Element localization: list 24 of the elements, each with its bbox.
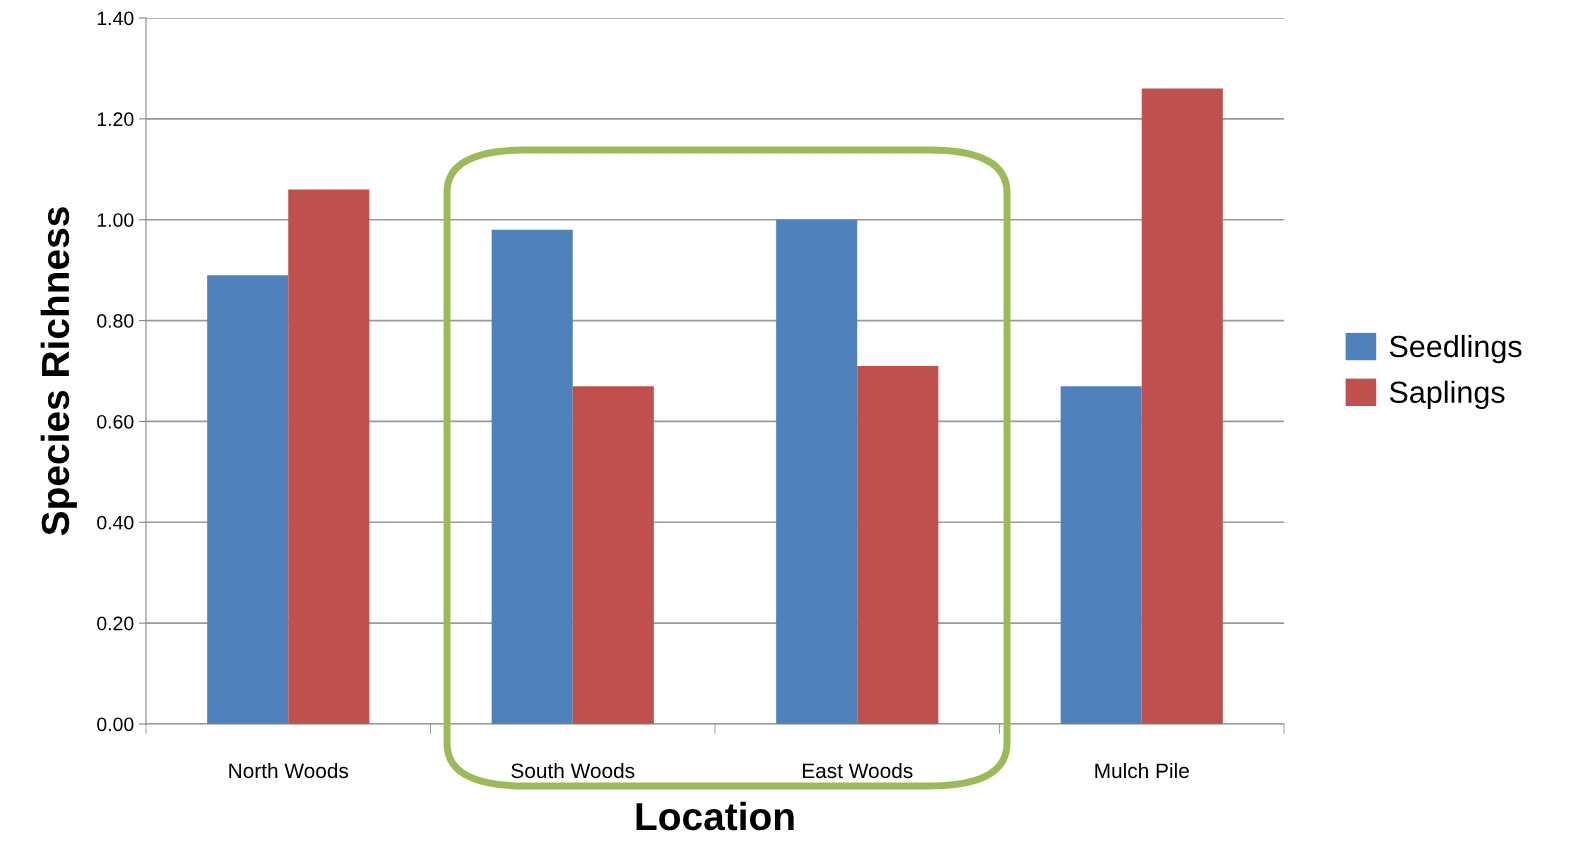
bar: [857, 365, 939, 724]
bar: [776, 219, 858, 724]
bar: [491, 229, 573, 724]
bar: [572, 386, 654, 724]
y-axis-title: Species Richness: [40, 207, 77, 536]
legend-label: Saplings: [1389, 380, 1505, 410]
y-tick-label: 0.20: [97, 616, 134, 631]
bar: [1141, 88, 1223, 724]
y-tick-label: 0.60: [97, 414, 134, 429]
bar: [207, 275, 289, 724]
x-tick-label: North Woods: [229, 762, 349, 779]
y-tick-label: 0.00: [97, 717, 134, 732]
y-tick-label: 0.40: [97, 515, 134, 530]
y-tick-label: 0.80: [97, 314, 134, 328]
legend-label: Seedlings: [1389, 334, 1522, 364]
x-axis-title: Location: [636, 801, 794, 831]
y-tick-label: 1.20: [97, 112, 134, 127]
x-tick-label: Mulch Pile: [1095, 762, 1189, 779]
bar: [1060, 386, 1142, 724]
bar: [288, 189, 370, 724]
x-tick-label: South Woods: [511, 762, 635, 779]
y-tick-label: 1.40: [97, 11, 134, 26]
x-tick-label: East Woods: [802, 762, 913, 779]
y-tick-label: 1.00: [97, 213, 134, 227]
